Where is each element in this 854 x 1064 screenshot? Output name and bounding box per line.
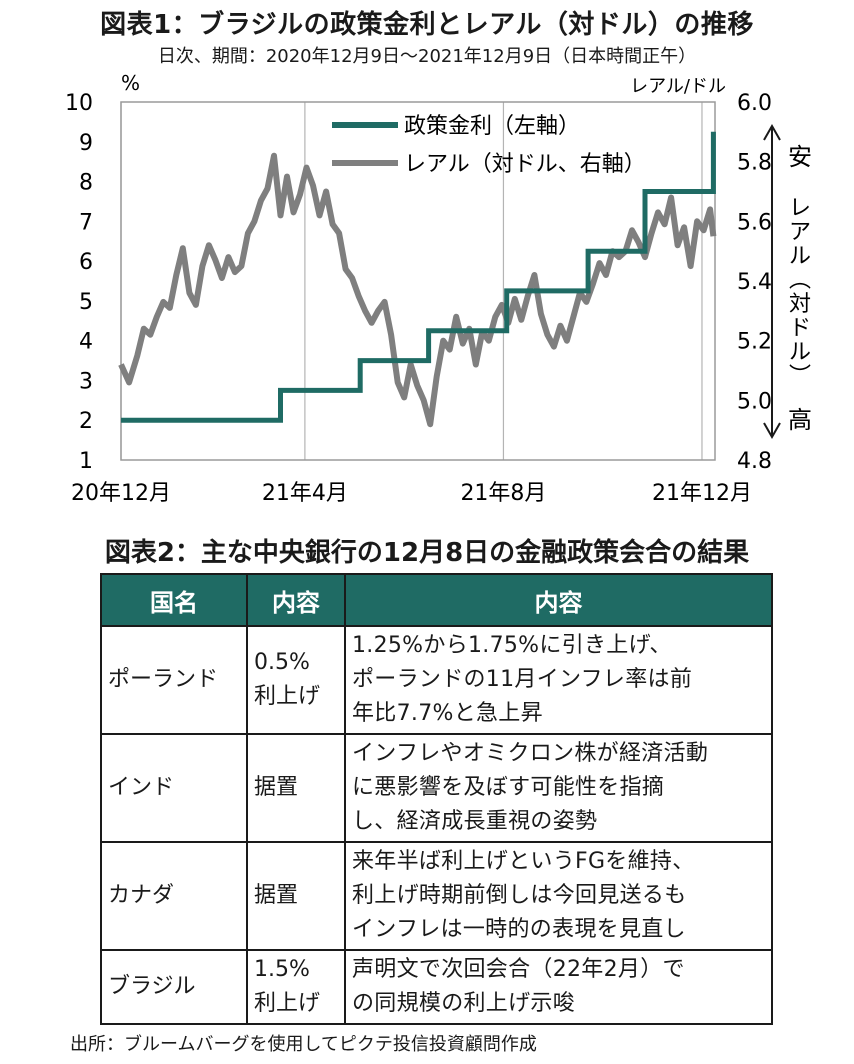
annotation-bottom: 高 bbox=[788, 406, 812, 434]
rate-and-real-chart: 1 2 3 4 5 6 7 8 9 10 4.8 5.0 5.2 5.4 5.6 5.8 6.0 20年12月… bbox=[65, 71, 812, 506]
table-header-row: 国名 内容 内容 bbox=[100, 573, 773, 627]
detail-cell: 声明文で次回会合（22年2月）で の同規模の利上げ示唆 bbox=[344, 949, 773, 1025]
detail-line: に悪影響を及ぼす可能性を指摘 bbox=[352, 775, 665, 800]
header-stance: 内容 bbox=[246, 573, 346, 627]
left-tick-label: 10 bbox=[65, 91, 93, 116]
figure2-title: 図表2：主な中央銀行の12月8日の金融政策会合の結果 bbox=[104, 538, 750, 568]
detail-line: 1.25%から1.75%に引き上げ、 bbox=[352, 633, 672, 658]
left-tick-label: 1 bbox=[79, 449, 93, 474]
annotation-char: ア bbox=[789, 220, 811, 245]
annotation-top: 安 bbox=[788, 143, 812, 171]
table-row: インド 据置 インフレやオミクロン株が経済活動 に悪影響を及ぼす可能性を指摘 し、経済成… bbox=[100, 733, 773, 843]
left-tick-label: 4 bbox=[79, 330, 93, 355]
annotation-char: ︵ bbox=[789, 268, 811, 293]
chart-series bbox=[118, 131, 717, 428]
stance-line: 据置 bbox=[254, 775, 299, 800]
right-tick-label: 5.8 bbox=[737, 151, 772, 176]
country-cell: ブラジル bbox=[100, 949, 248, 1025]
stance-cell: 1.5% 利上げ bbox=[246, 949, 346, 1025]
right-tick-label: 5.2 bbox=[737, 330, 772, 355]
detail-line: 年比7.7%と急上昇 bbox=[352, 701, 543, 726]
right-axis-ticks: 4.8 5.0 5.2 5.4 5.6 5.8 6.0 bbox=[737, 91, 772, 474]
stance-line: 利上げ bbox=[254, 684, 321, 709]
country-cell: ポーランド bbox=[100, 625, 248, 735]
policy-rate-line bbox=[121, 131, 716, 423]
figure1-title: 図表1：ブラジルの政策金利とレアル（対ドル）の推移 bbox=[100, 10, 754, 40]
annotation-char: ル bbox=[789, 244, 811, 269]
legend-label: レアル（対ドル、右軸） bbox=[404, 152, 646, 177]
annotation-char: ド bbox=[789, 316, 811, 341]
detail-cell: インフレやオミクロン株が経済活動 に悪影響を及ぼす可能性を指摘 し、経済成長重視の姿… bbox=[344, 733, 773, 843]
chart-legend: 政策金利（左軸） レアル（対ドル、右軸） bbox=[332, 114, 646, 177]
x-tick-label: 21年8月 bbox=[460, 481, 546, 506]
left-tick-label: 9 bbox=[79, 131, 93, 156]
stance-line: 利上げ bbox=[254, 991, 321, 1016]
legend-label: 政策金利（左軸） bbox=[404, 114, 580, 139]
arrow-down-icon bbox=[763, 422, 781, 440]
country-cell: カナダ bbox=[100, 841, 248, 951]
table-row: ポーランド 0.5% 利上げ 1.25%から1.75%に引き上げ、 ポーランドの11月イ… bbox=[100, 625, 773, 735]
stance-cell: 据置 bbox=[246, 733, 346, 843]
plot-frame bbox=[120, 101, 716, 461]
right-tick-label: 5.0 bbox=[737, 389, 772, 414]
detail-line: 利上げ時期前倒しは今回見送るも bbox=[352, 883, 687, 908]
central-bank-table: 国名 内容 内容 ポーランド 0.5% 利上げ 1.25%から1.75%に引き上げ、ポ… bbox=[100, 573, 773, 1025]
x-tick-label: 21年4月 bbox=[262, 481, 348, 506]
right-axis-annotation: 安 高 レアル︵対ドル︶ bbox=[763, 123, 812, 440]
stance-line: 0.5% bbox=[254, 650, 310, 675]
left-tick-label: 6 bbox=[79, 250, 93, 275]
detail-line: 来年半ば利上げというFGを維持、 bbox=[352, 849, 695, 874]
table-row: ブラジル 1.5% 利上げ 声明文で次回会合（22年2月）で の同規模の利上げ示唆 bbox=[100, 949, 773, 1025]
left-tick-label: 3 bbox=[79, 369, 93, 394]
table-row: カナダ 据置 来年半ば利上げというFGを維持、 利上げ時期前倒しは今回見送るも インフレ… bbox=[100, 841, 773, 951]
left-tick-label: 8 bbox=[79, 171, 93, 196]
detail-line: し、経済成長重視の姿勢 bbox=[352, 809, 598, 834]
figure1-subtitle: 日次、期間：2020年12月9日～2021年12月9日（日本時間正午） bbox=[157, 46, 697, 67]
annotation-char: ︶ bbox=[789, 364, 811, 389]
detail-line: インフレやオミクロン株が経済活動 bbox=[352, 741, 709, 766]
annotation-char: 対 bbox=[789, 292, 811, 317]
left-tick-label: 2 bbox=[79, 409, 93, 434]
annotation-char: ル bbox=[789, 340, 811, 365]
arrow-up-icon bbox=[763, 123, 781, 141]
stance-line: 1.5% bbox=[254, 957, 310, 982]
detail-cell: 1.25%から1.75%に引き上げ、 ポーランドの11月インフレ率は前 年比7.7%… bbox=[344, 625, 773, 735]
header-country: 国名 bbox=[100, 573, 248, 627]
left-tick-label: 5 bbox=[79, 290, 93, 315]
stance-line: 据置 bbox=[254, 883, 299, 908]
detail-line: ポーランドの11月インフレ率は前 bbox=[352, 667, 693, 692]
source-note: 出所：ブルームバーグを使用してピクテ投信投資顧問作成 bbox=[70, 1034, 537, 1055]
detail-cell: 来年半ば利上げというFGを維持、 利上げ時期前倒しは今回見送るも インフレは一時的の… bbox=[344, 841, 773, 951]
stance-cell: 据置 bbox=[246, 841, 346, 951]
x-axis-ticks: 20年12月 21年4月 21年8月 21年12月 bbox=[71, 481, 752, 506]
left-axis-unit: % bbox=[121, 71, 140, 95]
real-line bbox=[118, 152, 717, 428]
detail-line: 声明文で次回会合（22年2月）で bbox=[352, 957, 685, 982]
left-axis-ticks: 1 2 3 4 5 6 7 8 9 10 bbox=[65, 91, 93, 474]
detail-line: の同規模の利上げ示唆 bbox=[352, 991, 576, 1016]
annotation-char: レ bbox=[789, 196, 811, 221]
detail-line: インフレは一時的の表現を見直し bbox=[352, 917, 686, 942]
country-cell: インド bbox=[100, 733, 248, 843]
annotation-middle: レアル︵対ドル︶ bbox=[789, 196, 811, 389]
right-axis-unit: レアル/ドル bbox=[630, 76, 726, 97]
right-tick-label: 4.8 bbox=[737, 449, 772, 474]
left-tick-label: 7 bbox=[79, 210, 93, 235]
x-tick-label: 20年12月 bbox=[71, 481, 171, 506]
right-tick-label: 5.6 bbox=[737, 210, 772, 235]
right-tick-label: 5.4 bbox=[737, 270, 772, 295]
stance-cell: 0.5% 利上げ bbox=[246, 625, 346, 735]
right-tick-label: 6.0 bbox=[737, 91, 772, 116]
x-tick-label: 21年12月 bbox=[652, 481, 752, 506]
header-detail: 内容 bbox=[344, 573, 773, 627]
